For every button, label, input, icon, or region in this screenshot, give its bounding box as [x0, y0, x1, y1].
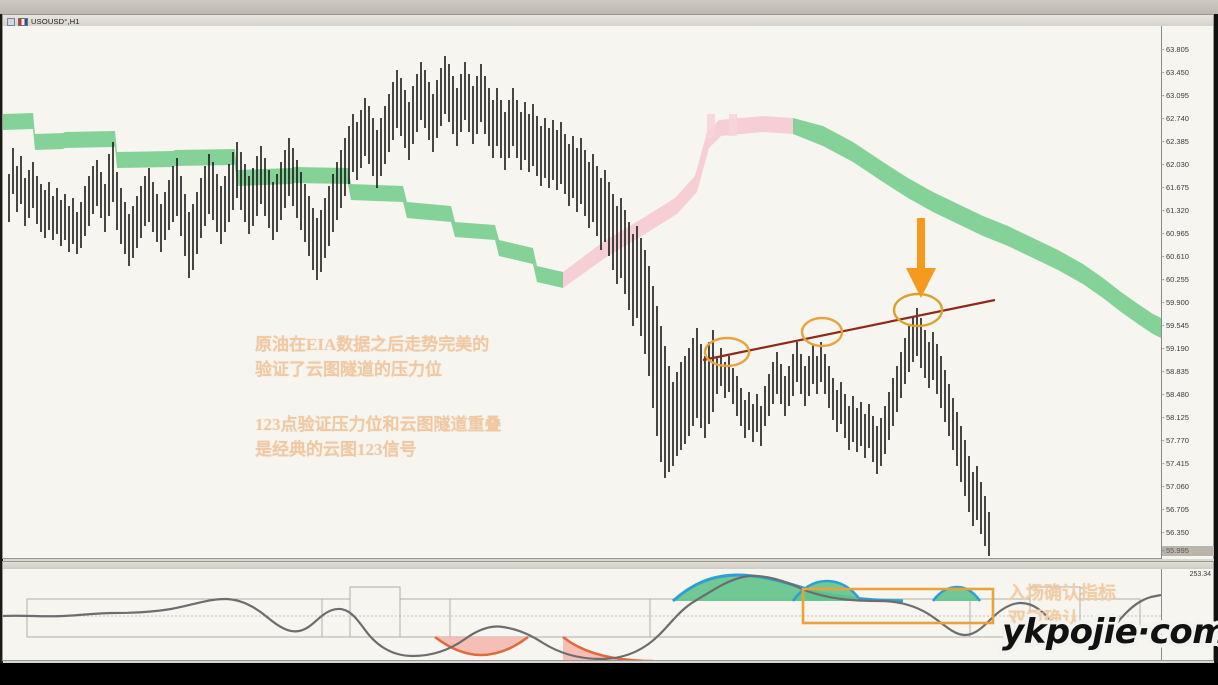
resistance-trendline — [702, 298, 996, 362]
price-tick: -60.610 — [1162, 252, 1189, 261]
touch-point-marker-3 — [892, 292, 944, 328]
price-tick: -57.770 — [1162, 436, 1189, 445]
chart-symbol-row: USOUSD°,H1 — [7, 17, 80, 26]
indicator-background — [3, 569, 1161, 660]
window-icon — [7, 17, 15, 26]
indicator-bearish-fill-2 — [563, 637, 630, 660]
price-tick: -57.415 — [1162, 459, 1189, 468]
price-tick: -59.545 — [1162, 321, 1189, 330]
cloud-band-bullish-left — [3, 113, 563, 288]
price-tick: -62.740 — [1162, 114, 1189, 123]
price-tick: -59.190 — [1162, 344, 1189, 353]
indicator-svg — [3, 569, 1161, 660]
price-tick: -58.480 — [1162, 390, 1189, 399]
price-axis[interactable]: -63.805 -63.450 -63.095 -62.740 -62.385 … — [1161, 26, 1214, 559]
flag-icon — [18, 17, 28, 26]
indicator-axis: 253.34 0 — [1161, 569, 1213, 660]
price-tick: -56.350 — [1162, 528, 1189, 537]
annotation-note-1: 原油在EIA数据之后走势完美的 验证了云图隧道的压力位 — [255, 335, 490, 379]
indicator-axis-top-label: 253.34 — [1189, 571, 1211, 578]
price-tick: -58.125 — [1162, 413, 1189, 422]
indicator-axis-bottom-label: 0 — [1207, 627, 1211, 634]
price-tick: -62.385 — [1162, 137, 1189, 146]
price-chart-window[interactable]: USOUSD°,H1 Copyright 币好通赚团队 【去图形列表学】·入场确… — [2, 14, 1214, 559]
indicator-oscillator-line — [3, 574, 1161, 660]
price-tick: -60.965 — [1162, 229, 1189, 238]
touch-point-marker-1 — [703, 336, 751, 368]
price-tick: -63.450 — [1162, 68, 1189, 77]
window-right-edge — [1214, 14, 1218, 663]
price-tick: -62.030 — [1162, 160, 1189, 169]
chart-symbol-label: USOUSD°,H1 — [31, 17, 80, 26]
plot-background — [3, 26, 1161, 558]
price-plot-area[interactable] — [3, 26, 1161, 558]
price-tick: -57.060 — [1162, 482, 1189, 491]
indicator-bullish-line-small-2 — [931, 585, 982, 602]
annotation-note-3: 入场确认指标 双重确认 — [1008, 583, 1116, 630]
price-tick: -59.900 — [1162, 298, 1189, 307]
current-price-label: -55.995 — [1162, 546, 1214, 556]
price-tick: -63.805 — [1162, 45, 1189, 54]
price-tick: -60.255 — [1162, 275, 1189, 284]
price-tick: -61.320 — [1162, 206, 1189, 215]
chart-window-titlebar[interactable] — [3, 15, 1213, 26]
touch-point-marker-2 — [800, 316, 844, 348]
indicator-bearish-line-1 — [434, 636, 529, 657]
indicator-plot-area[interactable] — [3, 569, 1161, 660]
sell-entry-arrow-icon — [906, 218, 936, 298]
price-tick: -58.835 — [1162, 367, 1189, 376]
price-tick: -61.675 — [1162, 183, 1189, 192]
site-watermark: ykpojie·com — [1002, 612, 1218, 652]
price-chart-svg — [3, 26, 1161, 558]
window-left-edge — [0, 14, 3, 663]
cloud-band-bullish-right — [793, 118, 1161, 338]
annotation-note-2: 123点验证压力位和云图隧道重叠 是经典的云图123信号 — [255, 415, 502, 459]
terminal-titlebar — [0, 0, 1218, 15]
screen-bottom-bar — [0, 663, 1218, 685]
mt4-terminal-frame: USOUSD°,H1 Copyright 币好通赚团队 【去图形列表学】·入场确… — [0, 0, 1218, 663]
price-bars — [8, 56, 990, 556]
price-tick: -63.095 — [1162, 91, 1189, 100]
indicator-subwindow[interactable]: Trend scalp (55.34) 36.2725 36.2725 100.… — [2, 561, 1214, 661]
indicator-bearish-line-2 — [562, 636, 654, 660]
price-tick: -56.705 — [1162, 505, 1189, 514]
indicator-highlight-box — [801, 587, 995, 625]
